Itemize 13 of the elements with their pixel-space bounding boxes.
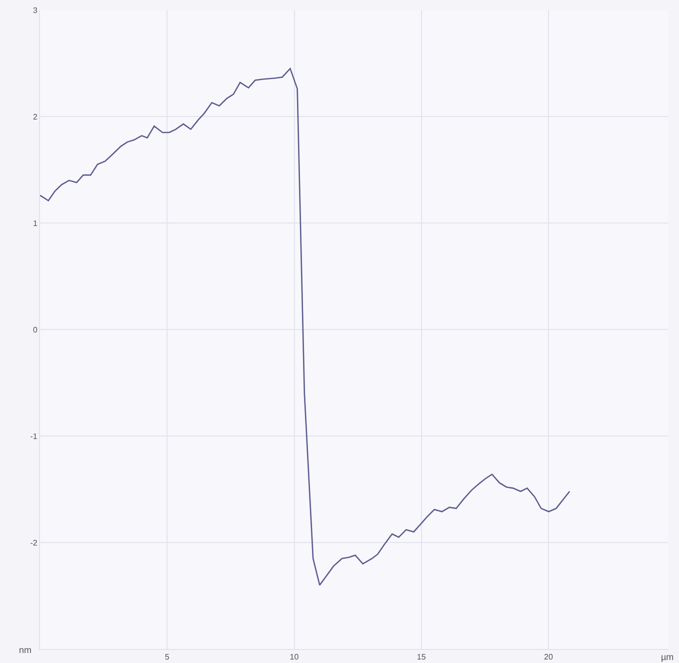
y-tick-label: -2 (30, 538, 38, 548)
y-tick-label: 0 (32, 325, 38, 334)
y-tick-label: -1 (30, 432, 38, 441)
x-tick-label: 20 (544, 652, 554, 662)
line-series (40, 68, 570, 586)
y-tick-label: 1 (32, 218, 38, 228)
x-tick-label: 15 (416, 652, 426, 662)
y-tick-label: 2 (32, 112, 38, 122)
x-axis-title: µm (661, 652, 674, 662)
x-tick-label: 10 (290, 652, 300, 662)
x-tick-label: 5 (164, 652, 170, 662)
y-tick-label: 3 (32, 6, 38, 15)
y-axis-title: nm (19, 645, 32, 655)
